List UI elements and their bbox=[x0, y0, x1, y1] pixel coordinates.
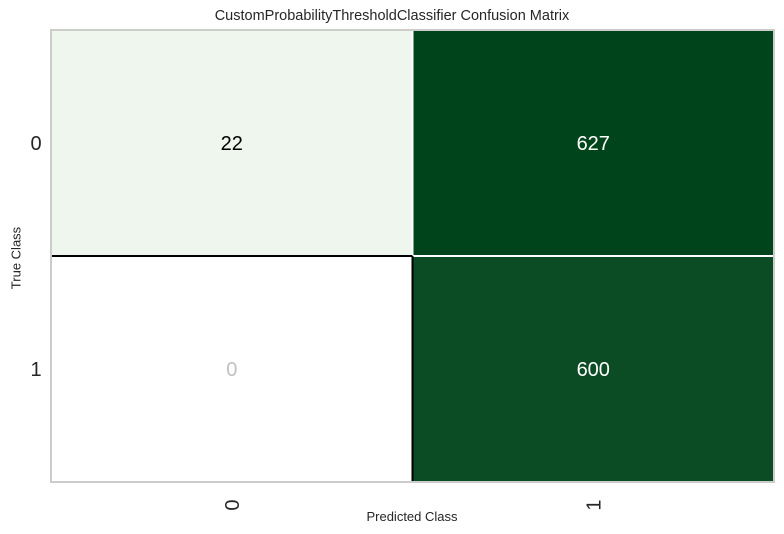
x-tick-label: 0 bbox=[222, 499, 244, 510]
y-tick-label: 0 bbox=[30, 133, 41, 155]
x-axis-label: Predicted Class bbox=[366, 509, 458, 524]
cell-value-label: 627 bbox=[577, 133, 610, 155]
plot-frame bbox=[50, 29, 775, 483]
matrix-cell-1-1 bbox=[412, 256, 774, 482]
matrix-cell-0-0 bbox=[51, 30, 413, 256]
matrix-cell-0-1 bbox=[412, 30, 774, 256]
cell-value-label: 0 bbox=[226, 359, 237, 381]
cell-value-label: 22 bbox=[221, 133, 243, 155]
cell-value-label: 600 bbox=[577, 359, 610, 381]
matrix-cell-1-0 bbox=[51, 256, 413, 482]
y-tick-label: 1 bbox=[30, 359, 41, 381]
x-tick-label: 1 bbox=[583, 499, 605, 510]
chart-title: CustomProbabilityThresholdClassifier Con… bbox=[214, 8, 570, 24]
